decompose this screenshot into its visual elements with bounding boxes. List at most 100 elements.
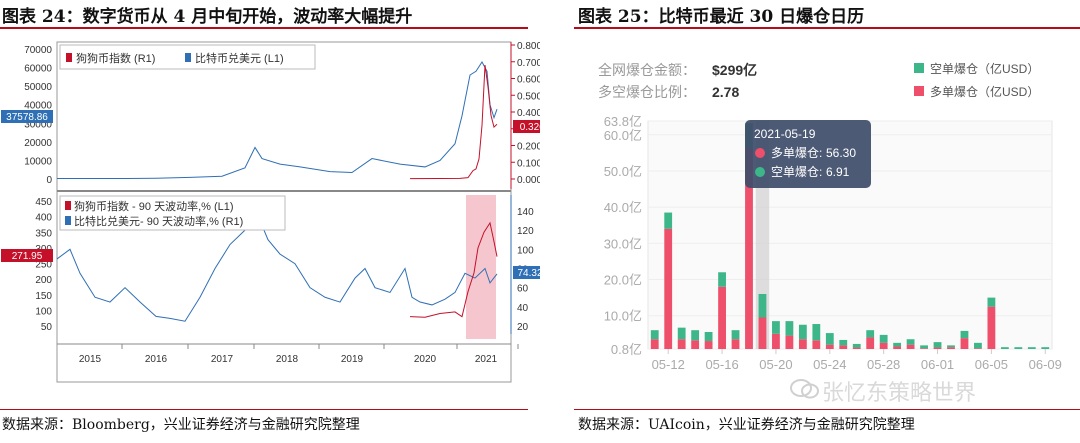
bar-short[interactable] [785,321,794,336]
x-tick-label: 2021 [475,354,498,365]
lower-right-tick: 60 [517,284,529,295]
x-tick-label: 05-12 [652,357,685,372]
bar-short[interactable] [893,342,902,347]
upper-left-tick: 70000 [24,45,52,56]
bar-short[interactable] [664,212,673,229]
lower-left-tick: 150 [35,291,52,302]
bar-long[interactable] [745,148,753,349]
left-figure-title: 图表 24：数字货币从 4 月中旬开始，波动率大幅提升 [2,7,413,27]
bar-long[interactable] [704,341,713,349]
bar-short[interactable] [650,330,659,340]
bar-long[interactable] [758,317,767,349]
x-tick-label: 05-20 [759,357,792,372]
bar-short[interactable] [933,342,942,348]
doge-price-value: 0.3266 [520,122,540,133]
bar-long[interactable] [718,286,726,349]
bar-short[interactable] [798,324,807,340]
bar-long[interactable] [906,344,915,349]
bar-short[interactable] [947,345,955,348]
bar-short[interactable] [879,334,888,343]
upper-right-tick: 0.4000 [517,108,540,119]
bar-short[interactable] [1014,347,1023,349]
lower-left-tick: 50 [41,322,53,333]
y-tick-label: 10.0亿 [604,309,642,324]
bar-long[interactable] [650,339,659,349]
bar-short[interactable] [718,272,726,287]
bar-short[interactable] [758,293,767,318]
bar-long[interactable] [785,335,794,349]
y-tick-label: 20.0亿 [604,273,642,288]
bar-short[interactable] [772,321,780,334]
bar-short[interactable] [1027,347,1036,349]
doge-vol-value: 271.95 [12,251,43,262]
bar-short[interactable] [960,330,969,339]
bar-long[interactable] [731,339,740,349]
y-tick-label: 50.0亿 [604,164,642,179]
lower-left-tick: 200 [35,275,52,286]
bar-long[interactable] [825,344,834,349]
bar-long[interactable] [879,342,888,349]
upper-left-tick: 40000 [24,101,52,112]
bar-short[interactable] [731,330,740,340]
bar-short[interactable] [906,339,915,345]
x-tick-label: 2017 [211,354,234,365]
tooltip-short-label: 空单爆仓: [771,165,822,179]
x-tick-label: 06-09 [1029,357,1062,372]
legend-label-doge: 狗狗币指数 (R1) [76,51,155,65]
btc-price-value: 37578.86 [6,112,48,123]
btc-vol-callout [513,266,540,279]
series-line-doge-vol [409,221,498,318]
bar-short[interactable] [1000,347,1009,349]
bar-long[interactable] [664,228,673,349]
bar-short[interactable] [812,324,821,341]
bar-short[interactable] [691,330,700,341]
legend-swatch-short [914,63,924,73]
x-tick-label: 2018 [276,354,299,365]
series-line-btc-price [56,61,498,180]
lower-right-tick: 120 [517,226,534,237]
bar-long[interactable] [933,347,942,349]
upper-left-tick: 50000 [24,82,52,93]
ratio-value: 2.78 [712,84,739,100]
bar-long[interactable] [812,340,821,349]
bar-long[interactable] [839,345,848,349]
bar-long[interactable] [987,306,996,349]
bar-long[interactable] [852,347,861,349]
series-line-doge-price [409,65,498,180]
bar-long[interactable] [920,348,928,349]
bar-long[interactable] [960,338,969,349]
bar-short[interactable] [920,345,928,349]
bar-short[interactable] [825,333,834,345]
lower-right-tick: 100 [517,245,534,256]
bar-short[interactable] [974,342,982,349]
bar-short[interactable] [987,297,996,307]
bar-short[interactable] [704,331,713,342]
right-chart: 全网爆仓金额： $299亿 多空爆仓比例： 2.78 空单爆仓（亿USD） 多单… [574,31,1080,407]
right-figure-title: 图表 25：比特币最近 30 日爆仓日历 [578,7,865,27]
bar-short[interactable] [677,327,686,340]
bar-long[interactable] [798,339,807,349]
bar-long[interactable] [947,347,955,349]
bar-long[interactable] [772,333,780,349]
bar-long[interactable] [893,346,902,349]
x-tick-label: 2020 [414,354,437,365]
upper-right-tick: 0.0000 [517,175,540,186]
bar-short[interactable] [852,343,861,348]
x-tick-label: 2015 [79,354,102,365]
bar-short[interactable] [1041,347,1050,349]
bar-short[interactable] [839,339,848,346]
btc-vol-value: 74.32 [517,268,540,279]
bar-long[interactable] [866,337,875,349]
x-tick-label: 05-24 [813,357,846,372]
bar-long[interactable] [691,340,700,349]
bar-long[interactable] [974,348,982,349]
upper-right-tick: 0.1000 [517,158,540,169]
lower-left-tick: 400 [35,213,52,224]
left-title-rule [0,27,528,29]
upper-left-tick: 0 [46,175,52,186]
bar-long[interactable] [677,339,686,349]
doge-vol-callout [1,249,53,262]
lower-left-tick: 250 [35,260,52,271]
bar-short[interactable] [866,330,875,338]
